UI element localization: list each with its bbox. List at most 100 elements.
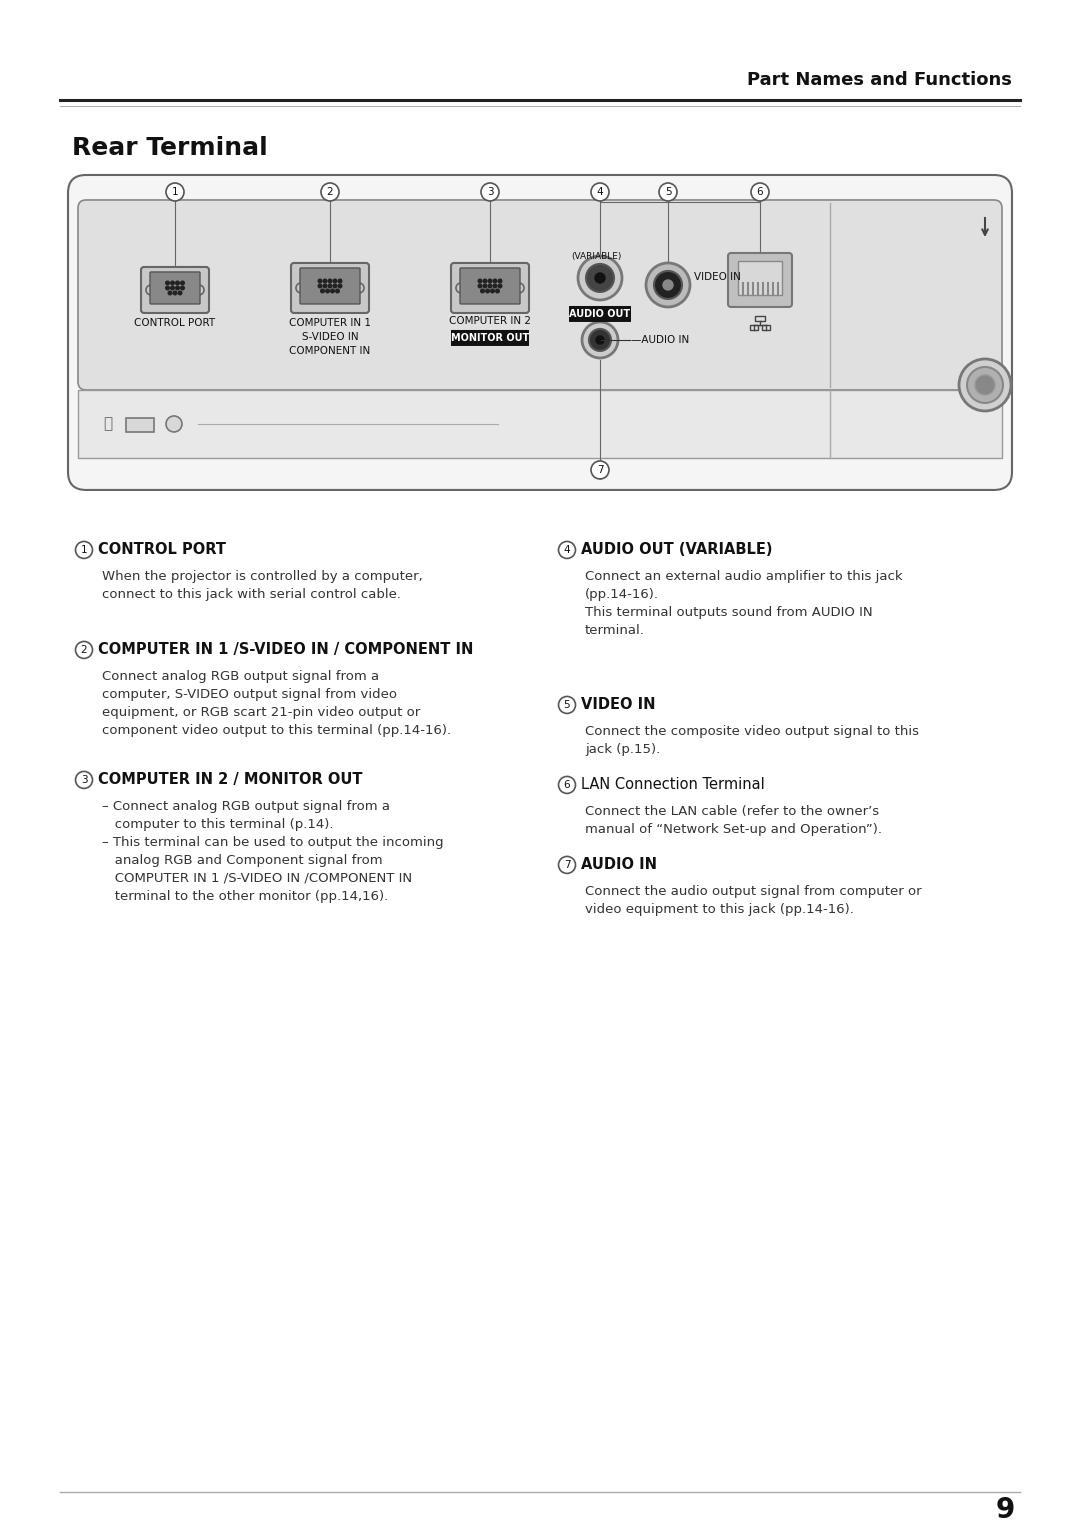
Circle shape xyxy=(498,280,502,283)
Text: LAN Connection Terminal: LAN Connection Terminal xyxy=(581,778,765,793)
Circle shape xyxy=(494,280,497,283)
Circle shape xyxy=(456,283,465,293)
Circle shape xyxy=(171,281,174,284)
Circle shape xyxy=(334,284,337,287)
Circle shape xyxy=(488,280,491,283)
Circle shape xyxy=(483,284,487,287)
Text: Rear Terminal: Rear Terminal xyxy=(72,136,268,160)
FancyBboxPatch shape xyxy=(451,263,529,313)
Text: 1: 1 xyxy=(81,545,87,555)
Text: When the projector is controlled by a computer,
connect to this jack with serial: When the projector is controlled by a co… xyxy=(102,570,422,601)
Circle shape xyxy=(338,280,341,283)
Circle shape xyxy=(558,856,576,874)
Bar xyxy=(755,316,765,321)
FancyBboxPatch shape xyxy=(728,254,792,307)
Circle shape xyxy=(323,280,327,283)
Circle shape xyxy=(178,292,181,295)
Circle shape xyxy=(334,280,337,283)
Text: AUDIO OUT: AUDIO OUT xyxy=(569,309,631,319)
Text: 4: 4 xyxy=(596,186,604,197)
Circle shape xyxy=(478,284,482,287)
Text: 7: 7 xyxy=(596,465,604,475)
Text: – Connect analog RGB output signal from a
   computer to this terminal (p.14).
–: – Connect analog RGB output signal from … xyxy=(102,801,444,903)
Circle shape xyxy=(76,772,93,788)
Text: VIDEO IN: VIDEO IN xyxy=(694,272,741,283)
Text: Connect the LAN cable (refer to the owner’s
manual of “Network Set-up and Operat: Connect the LAN cable (refer to the owne… xyxy=(585,805,882,836)
Circle shape xyxy=(591,461,609,478)
Text: Connect the composite video output signal to this
jack (p.15).: Connect the composite video output signa… xyxy=(585,724,919,756)
Circle shape xyxy=(176,286,179,290)
Text: AUDIO OUT (VARIABLE): AUDIO OUT (VARIABLE) xyxy=(581,542,772,558)
Text: 7: 7 xyxy=(564,860,570,869)
Text: 4: 4 xyxy=(564,545,570,555)
Text: 5: 5 xyxy=(664,186,672,197)
Circle shape xyxy=(166,416,183,432)
Text: COMPUTER IN 2 / MONITOR OUT: COMPUTER IN 2 / MONITOR OUT xyxy=(98,773,363,787)
Text: COMPUTER IN 2: COMPUTER IN 2 xyxy=(449,316,531,325)
Text: 2: 2 xyxy=(326,186,334,197)
Circle shape xyxy=(478,280,482,283)
Circle shape xyxy=(646,263,690,307)
Circle shape xyxy=(180,281,185,284)
Circle shape xyxy=(321,289,324,293)
Text: 6: 6 xyxy=(564,779,570,790)
Circle shape xyxy=(654,270,681,299)
Circle shape xyxy=(596,336,604,344)
Bar xyxy=(126,419,154,432)
Circle shape xyxy=(663,280,673,290)
Circle shape xyxy=(330,289,335,293)
FancyBboxPatch shape xyxy=(150,272,200,304)
FancyBboxPatch shape xyxy=(569,306,631,322)
Text: 5: 5 xyxy=(564,700,570,711)
Circle shape xyxy=(595,274,605,283)
Text: 3: 3 xyxy=(81,775,87,785)
Text: Connect an external audio amplifier to this jack
(pp.14-16).
This terminal outpu: Connect an external audio amplifier to t… xyxy=(585,570,903,637)
Bar xyxy=(762,325,770,330)
Circle shape xyxy=(76,541,93,558)
Circle shape xyxy=(659,183,677,202)
Text: COMPUTER IN 1
S-VIDEO IN
COMPONENT IN: COMPUTER IN 1 S-VIDEO IN COMPONENT IN xyxy=(289,318,372,356)
Text: CONTROL PORT: CONTROL PORT xyxy=(98,542,226,558)
Circle shape xyxy=(498,284,502,287)
Circle shape xyxy=(336,289,339,293)
Circle shape xyxy=(967,367,1003,403)
Text: 1: 1 xyxy=(172,186,178,197)
Circle shape xyxy=(168,292,172,295)
Circle shape xyxy=(323,284,327,287)
Circle shape xyxy=(481,183,499,202)
Text: VIDEO IN: VIDEO IN xyxy=(581,697,656,712)
Circle shape xyxy=(146,286,156,295)
Circle shape xyxy=(481,289,484,293)
Circle shape xyxy=(321,183,339,202)
Circle shape xyxy=(558,541,576,558)
Circle shape xyxy=(173,292,177,295)
Text: CONTROL PORT: CONTROL PORT xyxy=(134,318,216,329)
Circle shape xyxy=(354,283,364,293)
Circle shape xyxy=(496,289,499,293)
FancyBboxPatch shape xyxy=(78,200,1002,390)
Text: MONITOR OUT: MONITOR OUT xyxy=(450,333,529,342)
Text: (VARIABLE): (VARIABLE) xyxy=(571,252,621,261)
Circle shape xyxy=(494,284,497,287)
Circle shape xyxy=(959,359,1011,411)
FancyBboxPatch shape xyxy=(451,330,529,345)
Circle shape xyxy=(319,280,322,283)
Circle shape xyxy=(589,329,611,351)
Circle shape xyxy=(483,280,487,283)
Bar xyxy=(78,390,1002,458)
Text: 9: 9 xyxy=(996,1496,1014,1523)
FancyBboxPatch shape xyxy=(68,176,1012,490)
Text: 6: 6 xyxy=(757,186,764,197)
Circle shape xyxy=(751,183,769,202)
Circle shape xyxy=(558,697,576,714)
Circle shape xyxy=(76,642,93,659)
Text: —AUDIO IN: —AUDIO IN xyxy=(631,335,689,345)
Circle shape xyxy=(171,286,174,290)
Circle shape xyxy=(328,284,332,287)
Text: 3: 3 xyxy=(487,186,494,197)
Bar xyxy=(750,325,758,330)
Circle shape xyxy=(591,183,609,202)
Circle shape xyxy=(176,281,179,284)
Circle shape xyxy=(166,183,184,202)
Circle shape xyxy=(578,257,622,299)
